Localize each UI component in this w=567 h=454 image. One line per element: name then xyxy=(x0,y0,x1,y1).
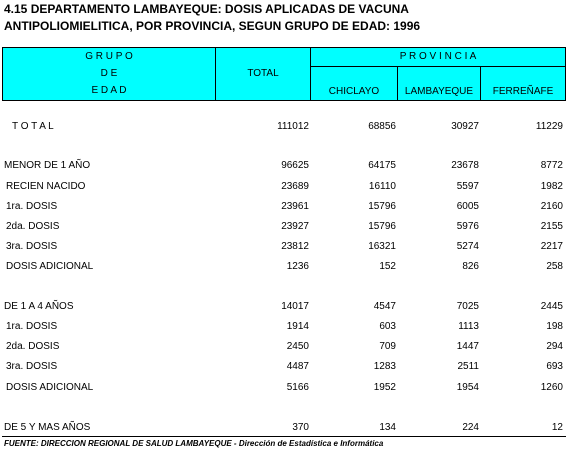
cell-number: 16110 xyxy=(368,181,396,192)
cell-number: 68856 xyxy=(368,121,396,132)
cell-number: 134 xyxy=(379,422,396,433)
cell-number: 258 xyxy=(546,261,563,272)
cell-number: 23927 xyxy=(281,221,309,232)
cell-number: 370 xyxy=(292,422,309,433)
cell-number: 96625 xyxy=(281,160,309,171)
cell-number: 198 xyxy=(546,321,563,332)
cell-number: 23678 xyxy=(451,160,479,171)
cell-number: 1447 xyxy=(456,341,479,352)
cell-number: 1954 xyxy=(456,382,479,393)
cell-number: 5166 xyxy=(286,382,309,393)
cell-number: 23961 xyxy=(281,201,309,212)
cell-number: 12 xyxy=(551,422,563,433)
cell-number: 1914 xyxy=(286,321,309,332)
cell-number: 1113 xyxy=(458,321,479,332)
header-text: P R O V I N C I A xyxy=(399,51,477,62)
cell-number: 294 xyxy=(546,341,563,352)
header-cell xyxy=(215,47,311,101)
row-label: 3ra. DOSIS xyxy=(6,241,58,252)
cell-number: 4547 xyxy=(373,301,396,312)
row-label: DE 5 Y MAS AÑOS xyxy=(4,422,91,433)
row-label: DOSIS ADICIONAL xyxy=(6,382,94,393)
header-text: TOTAL xyxy=(247,68,279,79)
cell-number: 6005 xyxy=(456,201,479,212)
cell-number: 15796 xyxy=(368,201,396,212)
cell-number: 8772 xyxy=(540,160,563,171)
cell-number: 2445 xyxy=(540,301,563,312)
cell-number: 152 xyxy=(379,261,396,272)
cell-number: 30927 xyxy=(451,121,479,132)
cell-number: 5976 xyxy=(456,221,479,232)
row-label: 1ra. DOSIS xyxy=(6,321,58,332)
cell-number: 224 xyxy=(462,422,479,433)
row-label: DE 1 A 4 AÑOS xyxy=(4,301,74,312)
row-label: 1ra. DOSIS xyxy=(6,201,58,212)
cell-number: 64175 xyxy=(368,160,396,171)
row-label: RECIEN NACIDO xyxy=(6,181,86,192)
cell-number: 23689 xyxy=(281,181,309,192)
cell-number: 5597 xyxy=(456,181,479,192)
header-text: D E xyxy=(100,68,118,79)
header-text: E D A D xyxy=(91,85,127,96)
cell-number: 826 xyxy=(462,261,479,272)
header-text: LAMBAYEQUE xyxy=(404,86,474,97)
cell-number: 1952 xyxy=(373,382,396,393)
cell-number: 14017 xyxy=(281,301,309,312)
cell-number: 7025 xyxy=(456,301,479,312)
row-label: MENOR DE 1 AÑO xyxy=(4,160,91,171)
rule xyxy=(2,436,566,437)
cell-number: 15796 xyxy=(368,221,396,232)
header-text: CHICLAYO xyxy=(328,86,380,97)
cell-number: 2155 xyxy=(540,221,563,232)
cell-number: 2511 xyxy=(457,361,479,372)
cell-number: 2217 xyxy=(540,241,563,252)
cell-number: 693 xyxy=(546,361,563,372)
cell-number: 2450 xyxy=(286,341,309,352)
row-label: 3ra. DOSIS xyxy=(6,361,58,372)
cell-number: 16321 xyxy=(368,241,396,252)
cell-number: 709 xyxy=(379,341,396,352)
cell-number: 1260 xyxy=(540,382,563,393)
row-label: T O T A L xyxy=(12,121,54,132)
cell-number: 23812 xyxy=(281,241,309,252)
footer: FUENTE: DIRECCION REGIONAL DE SALUD LAMB… xyxy=(4,439,384,448)
cell-number: 2160 xyxy=(540,201,563,212)
cell-number: 5274 xyxy=(456,241,479,252)
cell-number: 11229 xyxy=(535,121,563,132)
title: 4.15 DEPARTAMENTO LAMBAYEQUE: DOSIS APLI… xyxy=(4,2,409,16)
row-label: 2da. DOSIS xyxy=(6,341,60,352)
header-cell xyxy=(2,47,216,101)
row-label: 2da. DOSIS xyxy=(6,221,60,232)
cell-number: 4487 xyxy=(286,361,309,372)
header-cell xyxy=(480,66,566,101)
cell-number: 1236 xyxy=(286,261,309,272)
header-cell xyxy=(310,66,398,101)
header-text: G R U P O xyxy=(85,51,133,62)
title: ANTIPOLIOMIELITICA, POR PROVINCIA, SEGUN… xyxy=(4,19,421,33)
cell-number: 603 xyxy=(379,321,396,332)
row-label: DOSIS ADICIONAL xyxy=(6,261,94,272)
header-cell xyxy=(397,66,481,101)
cell-number: 1982 xyxy=(540,181,563,192)
cell-number: 1283 xyxy=(373,361,396,372)
cell-number: 111012 xyxy=(277,121,309,132)
header-text: FERREÑAFE xyxy=(492,86,554,97)
